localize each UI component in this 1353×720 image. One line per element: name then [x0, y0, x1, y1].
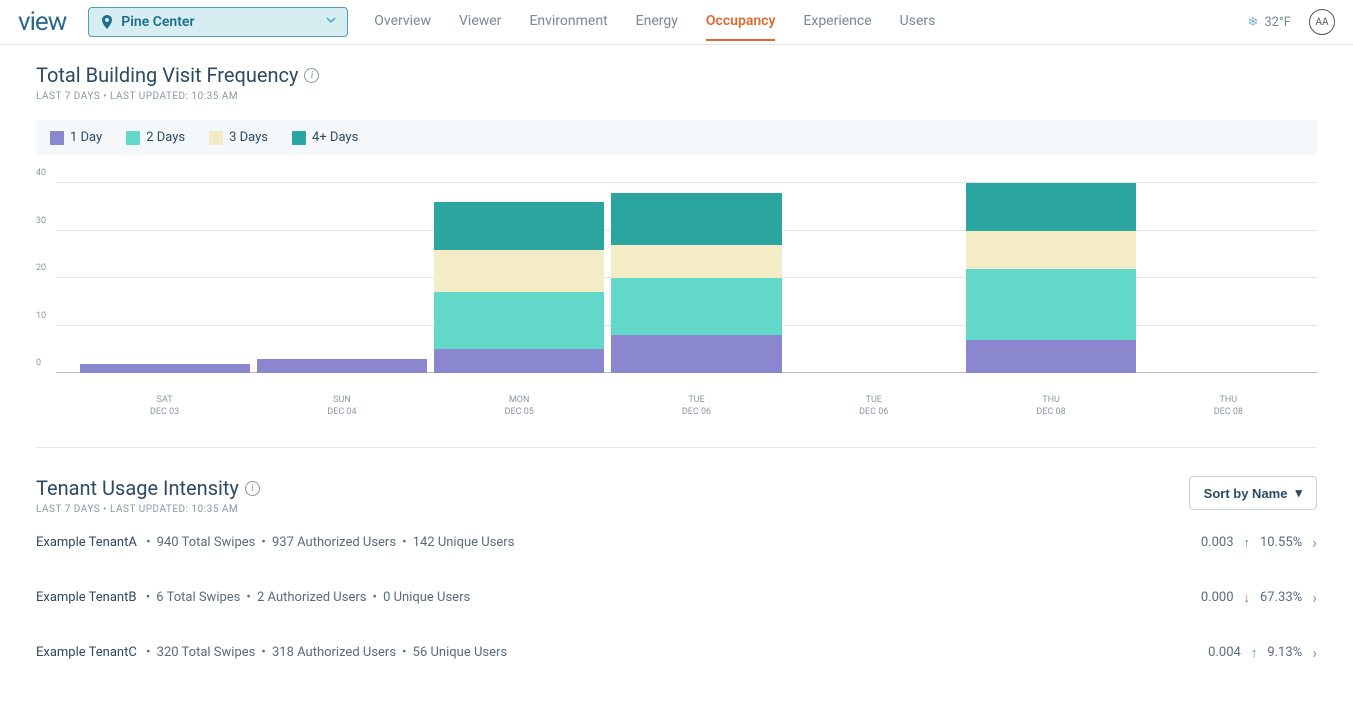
tenant-ratio: 0.004 — [1208, 645, 1241, 660]
legend-label: 4+ Days — [312, 130, 358, 145]
info-icon[interactable]: i — [304, 68, 319, 83]
chart-bar-segment — [966, 269, 1136, 340]
legend-label: 1 Day — [70, 130, 102, 145]
tenant-stats: • 940 Total Swipes• 937 Authorized Users… — [137, 535, 515, 550]
legend-item: 1 Day — [50, 130, 102, 145]
tab-experience[interactable]: Experience — [803, 3, 871, 41]
chart-bar-segment — [966, 231, 1136, 269]
tenant-row[interactable]: Example TenantB • 6 Total Swipes• 2 Auth… — [36, 570, 1317, 625]
top-bar: view Pine Center Overview Viewer Environme… — [0, 0, 1353, 45]
trend-down-icon: ↓ — [1244, 590, 1251, 606]
legend-label: 2 Days — [146, 130, 185, 145]
chart-x-label: THUDEC 08 — [962, 394, 1139, 419]
chart-bar — [431, 183, 608, 373]
chart-x-label: THUDEC 08 — [1140, 394, 1317, 419]
snowflake-icon: ❄ — [1247, 15, 1258, 30]
tenant-trend-pct: 10.55% — [1260, 535, 1302, 550]
chart-y-label: 40 — [36, 168, 46, 178]
chevron-right-icon: › — [1312, 588, 1317, 607]
chart-y-label: 10 — [36, 311, 46, 321]
tab-viewer[interactable]: Viewer — [459, 3, 501, 41]
chart-bar-segment — [966, 340, 1136, 373]
tenant-trend-pct: 67.33% — [1260, 590, 1302, 605]
chevron-right-icon: › — [1312, 643, 1317, 662]
tenant-stats: • 320 Total Swipes• 318 Authorized Users… — [137, 645, 507, 660]
tab-overview[interactable]: Overview — [374, 3, 431, 41]
tenant-ratio: 0.003 — [1201, 535, 1234, 550]
chart-x-label: TUEDEC 06 — [785, 394, 962, 419]
user-avatar[interactable]: AA — [1309, 9, 1335, 35]
chart-bar-segment — [434, 292, 604, 349]
chevron-down-icon — [325, 14, 337, 30]
chart-bar — [1140, 183, 1317, 373]
chart-bar — [962, 183, 1139, 373]
chevron-right-icon: › — [1312, 533, 1317, 552]
location-name: Pine Center — [121, 14, 194, 30]
primary-tabs: Overview Viewer Environment Energy Occupancy… — [374, 3, 935, 41]
tab-environment[interactable]: Environment — [529, 3, 607, 41]
visit-frequency-chart: 010203040 SATDEC 03SUNDEC 04MONDEC 05TUE… — [36, 173, 1317, 393]
section-meta: LAST 7 DAYS • LAST UPDATED: 10:35 AM — [36, 504, 260, 515]
info-icon[interactable]: i — [245, 481, 260, 496]
legend-item: 4+ Days — [292, 130, 358, 145]
legend-item: 3 Days — [209, 130, 268, 145]
tab-users[interactable]: Users — [900, 3, 936, 41]
caret-down-icon: ▾ — [1295, 485, 1302, 501]
sort-button[interactable]: Sort by Name ▾ — [1189, 476, 1317, 510]
tenant-stats: • 6 Total Swipes• 2 Authorized Users• 0 … — [136, 590, 470, 605]
section-title: Total Building Visit Frequency — [36, 63, 298, 87]
visit-frequency-section: Total Building Visit Frequency i LAST 7 … — [36, 63, 1317, 448]
trend-up-icon: ↑ — [1251, 645, 1258, 661]
chart-bar-segment — [611, 245, 781, 278]
tenant-row[interactable]: Example TenantA • 940 Total Swipes• 937 … — [36, 515, 1317, 570]
chart-bar-segment — [434, 250, 604, 293]
legend-swatch — [292, 131, 306, 145]
chart-bar — [253, 183, 430, 373]
tenant-name: Example TenantC — [36, 645, 137, 660]
temperature-value: 32°F — [1264, 15, 1291, 30]
tab-energy[interactable]: Energy — [636, 3, 678, 41]
app-logo: view — [18, 7, 66, 37]
chart-legend: 1 Day 2 Days 3 Days 4+ Days — [36, 120, 1317, 155]
location-pin-icon — [101, 15, 113, 29]
tab-occupancy[interactable]: Occupancy — [706, 3, 776, 41]
legend-swatch — [50, 131, 64, 145]
chart-x-label: TUEDEC 06 — [608, 394, 785, 419]
chart-bar-segment — [611, 278, 781, 335]
tenant-row[interactable]: Example TenantC • 320 Total Swipes• 318 … — [36, 625, 1317, 680]
legend-label: 3 Days — [229, 130, 268, 145]
chart-x-label: SUNDEC 04 — [253, 394, 430, 419]
chart-bar — [608, 183, 785, 373]
legend-item: 2 Days — [126, 130, 185, 145]
tenant-name: Example TenantA — [36, 535, 137, 550]
chart-bar-segment — [257, 359, 427, 373]
chart-bar-segment — [80, 364, 250, 374]
chart-bar-segment — [611, 193, 781, 245]
chart-bar — [785, 183, 962, 373]
section-meta: LAST 7 DAYS • LAST UPDATED: 10:35 AM — [36, 91, 1317, 102]
tenant-ratio: 0.000 — [1201, 590, 1234, 605]
chart-x-label: MONDEC 05 — [431, 394, 608, 419]
chart-bar-segment — [611, 335, 781, 373]
legend-swatch — [209, 131, 223, 145]
tenant-trend-pct: 9.13% — [1267, 645, 1302, 660]
chart-bar-segment — [434, 202, 604, 250]
section-title: Tenant Usage Intensity — [36, 476, 239, 500]
section-divider — [36, 447, 1317, 448]
trend-up-icon: ↑ — [1244, 535, 1251, 551]
chart-bar-segment — [434, 349, 604, 373]
legend-swatch — [126, 131, 140, 145]
chart-bar-segment — [966, 183, 1136, 231]
chart-y-label: 0 — [36, 358, 41, 368]
sort-label: Sort by Name — [1204, 486, 1288, 501]
chart-x-label: SATDEC 03 — [76, 394, 253, 419]
chart-y-label: 20 — [36, 263, 46, 273]
chart-y-label: 30 — [36, 216, 46, 226]
tenant-name: Example TenantB — [36, 590, 136, 605]
location-selector[interactable]: Pine Center — [88, 7, 348, 37]
tenant-usage-section: Tenant Usage Intensity i LAST 7 DAYS • L… — [36, 476, 1317, 680]
chart-bar — [76, 183, 253, 373]
weather-indicator: ❄ 32°F — [1247, 15, 1291, 30]
